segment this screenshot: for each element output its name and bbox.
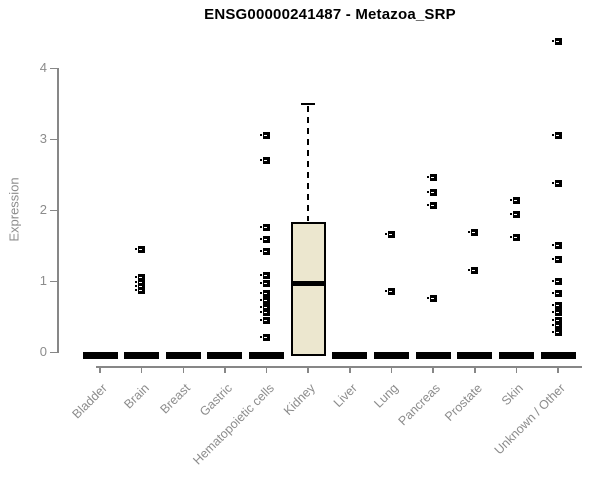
outlier-point xyxy=(426,189,437,197)
y-axis-line xyxy=(57,68,59,353)
outlier-point xyxy=(551,131,562,139)
outlier-point xyxy=(260,303,271,311)
x-tick xyxy=(224,367,226,373)
y-tick-label: 0 xyxy=(39,344,47,359)
collapsed-box xyxy=(249,351,285,359)
outlier-point xyxy=(135,286,146,294)
collapsed-box xyxy=(373,351,409,359)
outlier-point xyxy=(260,236,271,244)
outlier-point xyxy=(509,196,520,204)
outlier-point xyxy=(135,283,146,291)
outlier-point xyxy=(135,273,146,281)
x-tick xyxy=(432,367,434,373)
outlier-point xyxy=(260,156,271,164)
y-tick xyxy=(50,67,57,69)
median-line xyxy=(290,280,326,286)
outlier-point xyxy=(551,289,562,297)
outlier-point xyxy=(260,131,271,139)
outlier-point xyxy=(509,234,520,242)
outlier-point xyxy=(551,179,562,187)
y-tick xyxy=(50,280,57,282)
x-tick xyxy=(182,367,185,373)
outlier-point xyxy=(260,309,271,317)
y-tick-label: 4 xyxy=(39,60,47,75)
y-tick-label: 2 xyxy=(39,202,47,217)
y-tick-label: 3 xyxy=(39,131,47,146)
x-tick xyxy=(265,367,268,373)
whisker xyxy=(307,105,310,222)
outlier-point xyxy=(260,271,271,279)
outlier-point xyxy=(260,334,271,342)
outlier-point xyxy=(551,256,562,264)
chart-title: ENSG00000241487 - Metazoa_SRP xyxy=(204,6,456,23)
y-tick xyxy=(50,138,57,140)
outlier-point xyxy=(260,248,271,256)
collapsed-box xyxy=(332,351,368,359)
collapsed-box xyxy=(82,351,118,359)
outlier-point xyxy=(551,38,562,46)
outlier-point xyxy=(468,266,479,274)
whisker-cap xyxy=(301,102,316,105)
box xyxy=(290,222,326,356)
collapsed-box xyxy=(165,351,201,359)
x-tick xyxy=(390,367,393,373)
outlier-point xyxy=(551,328,562,336)
x-tick xyxy=(557,367,559,373)
outlier-point xyxy=(384,288,395,296)
outlier-point xyxy=(135,278,146,286)
outlier-point xyxy=(384,231,395,239)
collapsed-box xyxy=(415,351,451,359)
outlier-point xyxy=(426,173,437,181)
outlier-point xyxy=(551,278,562,286)
collapsed-box xyxy=(124,351,160,359)
x-tick xyxy=(515,367,518,373)
outlier-point xyxy=(260,289,271,297)
outlier-point xyxy=(551,309,562,317)
outlier-point xyxy=(426,294,437,302)
outlier-point xyxy=(426,202,437,210)
outlier-point xyxy=(260,316,271,324)
y-tick xyxy=(50,351,57,353)
x-tick xyxy=(140,367,143,373)
y-tick xyxy=(50,209,57,211)
x-tick xyxy=(474,367,476,373)
x-tick xyxy=(307,367,309,373)
outlier-point xyxy=(260,296,271,304)
collapsed-box xyxy=(498,351,534,359)
y-tick-label: 1 xyxy=(39,273,47,288)
outlier-point xyxy=(509,211,520,219)
outlier-point xyxy=(551,316,562,324)
x-axis-line xyxy=(96,366,582,368)
outlier-point xyxy=(551,301,562,309)
outlier-point xyxy=(135,246,146,254)
collapsed-box xyxy=(207,351,243,359)
collapsed-box xyxy=(457,351,493,359)
x-tick xyxy=(349,367,351,373)
outlier-point xyxy=(260,223,271,231)
outlier-point xyxy=(551,242,562,249)
outlier-point xyxy=(551,322,562,330)
x-tick xyxy=(99,367,101,373)
outlier-point xyxy=(260,279,271,287)
outlier-point xyxy=(468,228,479,236)
collapsed-box xyxy=(540,351,576,359)
